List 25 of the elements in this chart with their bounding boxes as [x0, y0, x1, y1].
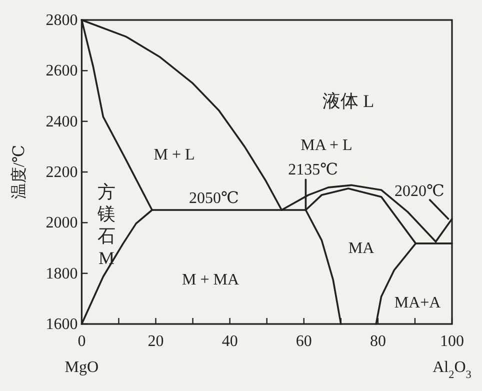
y-tick-label: 1600	[46, 316, 78, 333]
x-tick-label: 100	[440, 333, 464, 350]
text: Al$_{2}$O$_{3}$	[432, 359, 472, 381]
text: MgO	[64, 359, 99, 376]
annotation: 液体 L	[322, 91, 374, 112]
x-tick-label: 80	[370, 333, 386, 350]
y-tick-label: 2800	[46, 12, 78, 29]
y-tick-label: 2000	[46, 214, 78, 232]
x-tick-label: 40	[222, 333, 238, 350]
annotation: 2020℃	[394, 182, 444, 200]
x-tick-label: 0	[78, 333, 86, 350]
y-tick-label: 2600	[46, 62, 78, 80]
annotation: MA+A	[394, 294, 442, 312]
annotation: M + L	[154, 146, 195, 164]
annotation: MA + L	[300, 137, 352, 154]
y-tick-label: 1800	[46, 265, 78, 282]
x-tick-label: 60	[296, 333, 312, 350]
y-tick-label: 2400	[46, 113, 78, 130]
x-tick-label: 20	[148, 333, 164, 350]
annotation: M + MA	[182, 271, 240, 288]
annotation: 2135℃	[288, 161, 338, 178]
y-axis-title: 温度/℃	[10, 144, 28, 200]
annotation: 2050℃	[188, 190, 239, 207]
annotation: MA	[348, 240, 375, 258]
y-tick-label: 2200	[46, 164, 78, 181]
